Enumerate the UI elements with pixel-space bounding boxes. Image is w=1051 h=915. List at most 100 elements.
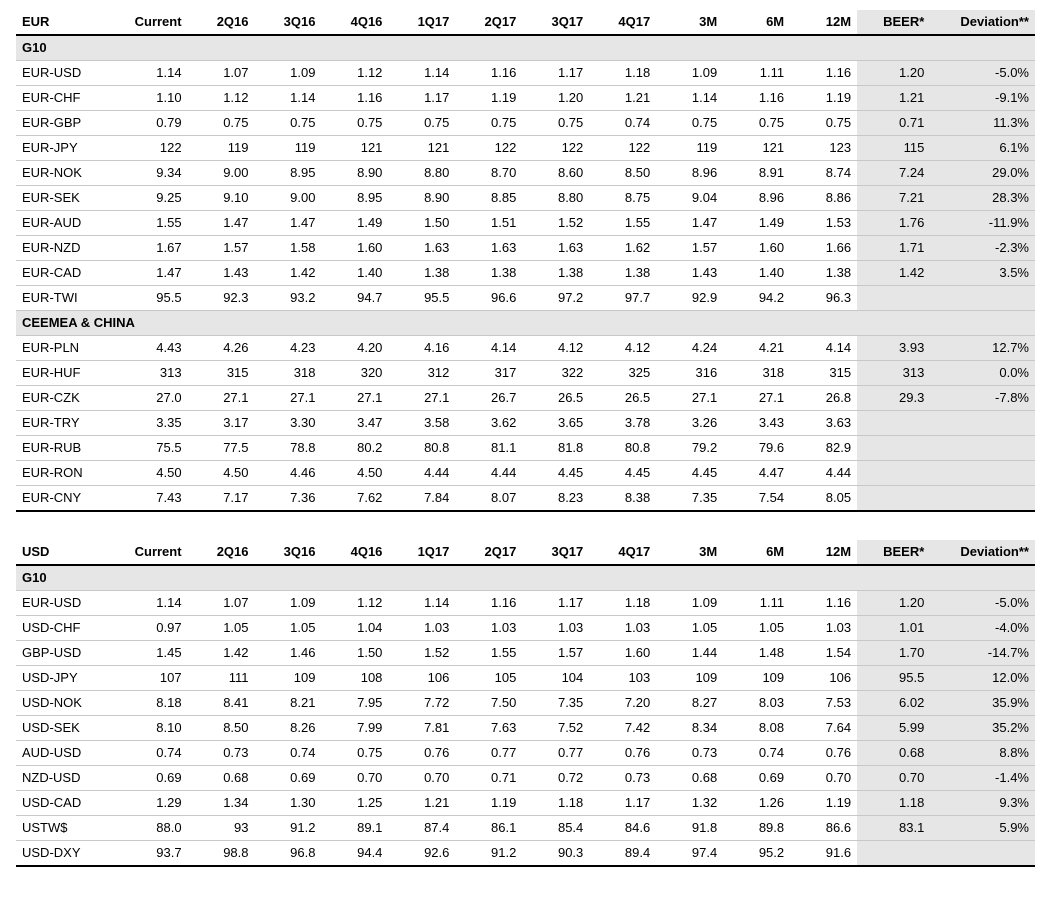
value-cell: 1.12 xyxy=(188,86,255,111)
value-cell: 1.47 xyxy=(656,211,723,236)
value-cell: 97.4 xyxy=(656,841,723,867)
value-cell: 0.77 xyxy=(522,741,589,766)
beer-cell: 3.93 xyxy=(857,336,930,361)
value-cell: 7.54 xyxy=(723,486,790,512)
value-cell: 1.25 xyxy=(321,791,388,816)
col-h: 3M xyxy=(656,10,723,35)
pair-cell: GBP-USD xyxy=(16,641,121,666)
pair-cell: NZD-USD xyxy=(16,766,121,791)
value-cell: 8.85 xyxy=(455,186,522,211)
table-row: EUR-CZK27.027.127.127.127.126.726.526.52… xyxy=(16,386,1035,411)
value-cell: 0.71 xyxy=(455,766,522,791)
beer-cell: 7.24 xyxy=(857,161,930,186)
value-cell: 109 xyxy=(656,666,723,691)
value-cell: 1.17 xyxy=(589,791,656,816)
pair-cell: USD-SEK xyxy=(16,716,121,741)
table-row: USD-CAD1.291.341.301.251.211.191.181.171… xyxy=(16,791,1035,816)
beer-cell xyxy=(857,841,930,867)
value-cell: 1.11 xyxy=(723,591,790,616)
value-cell: 0.75 xyxy=(388,111,455,136)
deviation-cell xyxy=(930,286,1035,311)
table-row: EUR-HUF313315318320312317322325316318315… xyxy=(16,361,1035,386)
value-cell: 9.04 xyxy=(656,186,723,211)
value-cell: 1.29 xyxy=(121,791,188,816)
value-cell: 7.99 xyxy=(321,716,388,741)
beer-cell xyxy=(857,436,930,461)
col-h: 2Q16 xyxy=(188,10,255,35)
deviation-cell: 0.0% xyxy=(930,361,1035,386)
value-cell: 3.65 xyxy=(522,411,589,436)
beer-cell: 83.1 xyxy=(857,816,930,841)
value-cell: 1.38 xyxy=(455,261,522,286)
value-cell: 1.05 xyxy=(723,616,790,641)
value-cell: 1.63 xyxy=(455,236,522,261)
value-cell: 8.80 xyxy=(522,186,589,211)
fx-table-usd-body: G10EUR-USD1.141.071.091.121.141.161.171.… xyxy=(16,565,1035,866)
value-cell: 1.19 xyxy=(455,86,522,111)
value-cell: 1.38 xyxy=(388,261,455,286)
table-row: USD-DXY93.798.896.894.492.691.290.389.49… xyxy=(16,841,1035,867)
value-cell: 3.30 xyxy=(255,411,322,436)
value-cell: 0.75 xyxy=(188,111,255,136)
value-cell: 3.62 xyxy=(455,411,522,436)
section-beer-cell xyxy=(857,311,930,336)
value-cell: 1.42 xyxy=(255,261,322,286)
value-cell: 1.04 xyxy=(321,616,388,641)
value-cell: 3.58 xyxy=(388,411,455,436)
value-cell: 81.1 xyxy=(455,436,522,461)
value-cell: 8.05 xyxy=(790,486,857,512)
value-cell: 4.45 xyxy=(589,461,656,486)
value-cell: 9.10 xyxy=(188,186,255,211)
value-cell: 0.76 xyxy=(388,741,455,766)
pair-cell: EUR-USD xyxy=(16,591,121,616)
value-cell: 106 xyxy=(790,666,857,691)
deviation-cell xyxy=(930,461,1035,486)
beer-cell: 29.3 xyxy=(857,386,930,411)
value-cell: 1.42 xyxy=(188,641,255,666)
value-cell: 1.18 xyxy=(589,591,656,616)
value-cell: 1.16 xyxy=(790,591,857,616)
value-cell: 8.18 xyxy=(121,691,188,716)
beer-cell: 1.20 xyxy=(857,591,930,616)
beer-cell: 6.02 xyxy=(857,691,930,716)
value-cell: 322 xyxy=(522,361,589,386)
beer-cell: 5.99 xyxy=(857,716,930,741)
value-cell: 27.0 xyxy=(121,386,188,411)
col-h: 6M xyxy=(723,540,790,565)
beer-cell: 95.5 xyxy=(857,666,930,691)
beer-cell: 115 xyxy=(857,136,930,161)
value-cell: 98.8 xyxy=(188,841,255,867)
value-cell: 0.75 xyxy=(321,111,388,136)
table-row: EUR-NOK9.349.008.958.908.808.708.608.508… xyxy=(16,161,1035,186)
value-cell: 4.50 xyxy=(121,461,188,486)
value-cell: 119 xyxy=(255,136,322,161)
deviation-cell: -11.9% xyxy=(930,211,1035,236)
value-cell: 1.18 xyxy=(522,791,589,816)
section-row: G10 xyxy=(16,565,1035,591)
value-cell: 1.14 xyxy=(656,86,723,111)
value-cell: 79.6 xyxy=(723,436,790,461)
value-cell: 0.77 xyxy=(455,741,522,766)
deviation-cell: -9.1% xyxy=(930,86,1035,111)
value-cell: 121 xyxy=(723,136,790,161)
beer-cell: 0.70 xyxy=(857,766,930,791)
value-cell: 4.44 xyxy=(388,461,455,486)
table-row: EUR-TRY3.353.173.303.473.583.623.653.783… xyxy=(16,411,1035,436)
value-cell: 8.26 xyxy=(255,716,322,741)
value-cell: 1.18 xyxy=(589,61,656,86)
value-cell: 1.66 xyxy=(790,236,857,261)
beer-cell xyxy=(857,411,930,436)
beer-cell: 1.42 xyxy=(857,261,930,286)
value-cell: 317 xyxy=(455,361,522,386)
pair-cell: EUR-TRY xyxy=(16,411,121,436)
deviation-cell: 5.9% xyxy=(930,816,1035,841)
beer-cell: 1.21 xyxy=(857,86,930,111)
value-cell: 1.62 xyxy=(589,236,656,261)
table-row: EUR-USD1.141.071.091.121.141.161.171.181… xyxy=(16,591,1035,616)
section-dev-cell xyxy=(930,35,1035,61)
value-cell: 8.38 xyxy=(589,486,656,512)
pair-cell: USD-JPY xyxy=(16,666,121,691)
value-cell: 8.70 xyxy=(455,161,522,186)
value-cell: 0.74 xyxy=(121,741,188,766)
value-cell: 4.16 xyxy=(388,336,455,361)
